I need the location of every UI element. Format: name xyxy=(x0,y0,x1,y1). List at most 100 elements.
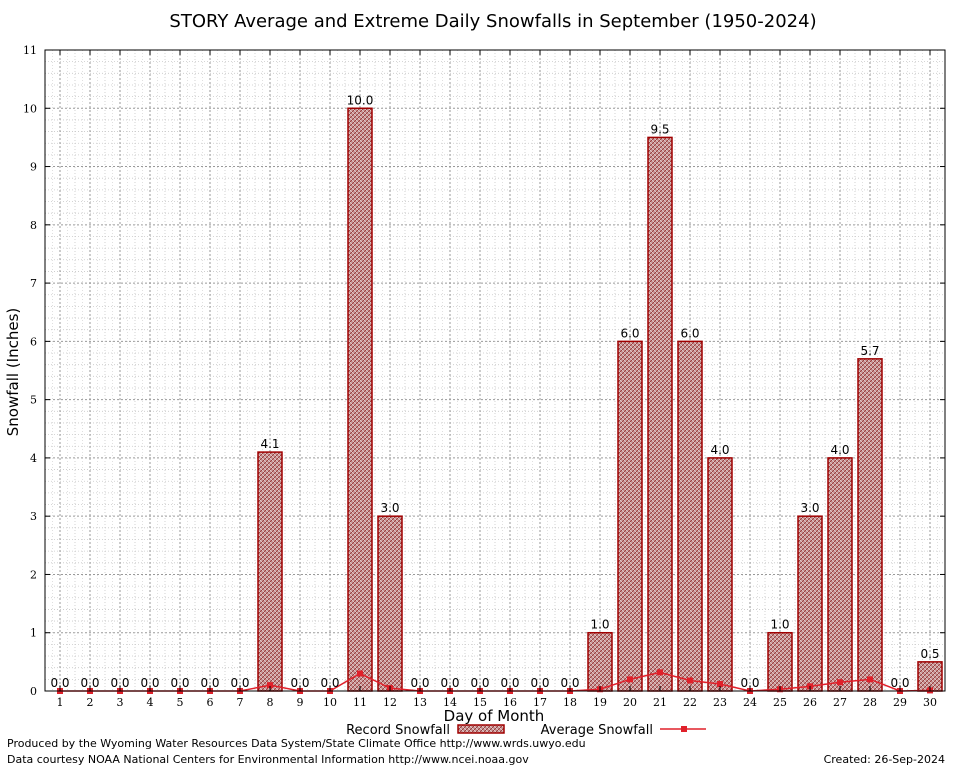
x-axis-title: Day of Month xyxy=(444,707,545,725)
y-tick-label: 8 xyxy=(30,219,37,232)
x-tick-label: 7 xyxy=(237,696,244,709)
x-tick-label: 20 xyxy=(623,696,637,709)
bar-label-day-14: 0.0 xyxy=(440,676,459,690)
bar-label-day-5: 0.0 xyxy=(170,676,189,690)
x-tick-label: 11 xyxy=(353,696,367,709)
x-tick-label: 24 xyxy=(743,696,757,709)
bar-label-day-13: 0.0 xyxy=(410,676,429,690)
x-tick-label: 18 xyxy=(563,696,577,709)
footer-courtesy: Data courtesy NOAA National Centers for … xyxy=(7,753,529,766)
bar-label-day-17: 0.0 xyxy=(530,676,549,690)
bar-label-day-12: 3.0 xyxy=(380,501,399,515)
legend-average-marker xyxy=(681,726,687,732)
x-tick-label: 9 xyxy=(297,696,304,709)
bar-label-day-29: 0.0 xyxy=(890,676,909,690)
bar-day-8 xyxy=(257,451,283,692)
bar-label-day-3: 0.0 xyxy=(110,676,129,690)
average-point-day-22 xyxy=(687,677,693,684)
average-point-day-23 xyxy=(717,681,723,688)
average-point-day-28 xyxy=(867,676,873,683)
x-tick-label: 6 xyxy=(207,696,214,709)
x-tick-label: 25 xyxy=(773,696,787,709)
x-tick-label: 21 xyxy=(653,696,667,709)
y-tick-label: 4 xyxy=(30,452,37,465)
x-tick-label: 4 xyxy=(147,696,154,709)
bar-day-19 xyxy=(587,631,613,692)
y-axis-title: Snowfall (Inches) xyxy=(4,308,22,436)
y-tick-label: 3 xyxy=(30,510,37,523)
average-point-day-8 xyxy=(267,682,273,689)
y-tick-label: 6 xyxy=(30,335,37,348)
y-tick-label: 5 xyxy=(30,394,37,407)
x-tick-label: 15 xyxy=(473,696,487,709)
bar-label-day-7: 0.0 xyxy=(230,676,249,690)
bar-label-day-25: 1.0 xyxy=(770,618,789,632)
bar-label-day-1: 0.0 xyxy=(50,676,69,690)
bar-day-23 xyxy=(707,457,733,692)
y-tick-label: 0 xyxy=(30,685,37,698)
x-tick-label: 23 xyxy=(713,696,727,709)
bar-day-25 xyxy=(767,631,793,692)
bar-label-day-27: 4.0 xyxy=(830,443,849,457)
bar-label-day-11: 10.0 xyxy=(347,93,374,107)
bar-day-12 xyxy=(377,515,403,692)
y-tick-label: 1 xyxy=(30,627,37,640)
y-tick-label: 10 xyxy=(23,102,37,115)
x-tick-label: 1 xyxy=(57,696,64,709)
x-tick-label: 22 xyxy=(683,696,697,709)
bar-day-11 xyxy=(347,107,373,692)
x-tick-label: 2 xyxy=(87,696,94,709)
bar-label-day-28: 5.7 xyxy=(860,344,879,358)
bar-day-22 xyxy=(677,340,703,692)
y-tick-label: 2 xyxy=(30,568,37,581)
x-tick-label: 26 xyxy=(803,696,817,709)
average-point-day-27 xyxy=(837,679,843,686)
x-tick-label: 10 xyxy=(323,696,337,709)
average-point-day-11 xyxy=(357,670,363,677)
legend-average-label: Average Snowfall xyxy=(541,723,653,738)
bar-label-day-9: 0.0 xyxy=(290,676,309,690)
chart-title: STORY Average and Extreme Daily Snowfall… xyxy=(169,11,816,32)
x-tick-label: 27 xyxy=(833,696,847,709)
data-labels: 0.0 0.0 0.0 0.0 0.0 0.0 0.0 4.1 0.0 0.0 10.0 3.0 0.0… xyxy=(50,93,939,690)
x-tick-label: 30 xyxy=(923,696,937,709)
legend: Record Snowfall Average Snowfall xyxy=(346,723,706,738)
bar-label-day-10: 0.0 xyxy=(320,676,339,690)
x-tick-label: 17 xyxy=(533,696,547,709)
bar-label-day-4: 0.0 xyxy=(140,676,159,690)
x-tick-label: 5 xyxy=(177,696,184,709)
bar-label-day-20: 6.0 xyxy=(620,326,639,340)
x-tick-label: 19 xyxy=(593,696,607,709)
x-tick-label: 8 xyxy=(267,696,274,709)
y-tick-label: 9 xyxy=(30,161,37,174)
average-point-day-20 xyxy=(627,676,633,683)
legend-record-swatch xyxy=(457,724,505,734)
bar-label-day-8: 4.1 xyxy=(260,437,279,451)
bar-day-26 xyxy=(797,515,823,692)
bar-label-day-30: 0.5 xyxy=(920,647,939,661)
bar-label-day-2: 0.0 xyxy=(80,676,99,690)
bar-label-day-22: 6.0 xyxy=(680,326,699,340)
x-tick-label: 3 xyxy=(117,696,124,709)
plot-frame xyxy=(44,49,946,692)
bar-day-28 xyxy=(857,358,883,692)
footer-created: Created: 26-Sep-2024 xyxy=(823,753,945,766)
bar-day-27 xyxy=(827,457,853,692)
bar-label-day-18: 0.0 xyxy=(560,676,579,690)
bar-label-day-6: 0.0 xyxy=(200,676,219,690)
bars xyxy=(257,107,943,692)
bar-label-day-23: 4.0 xyxy=(710,443,729,457)
bar-day-21 xyxy=(647,136,673,692)
x-tick-label: 12 xyxy=(383,696,397,709)
bar-label-day-19: 1.0 xyxy=(590,618,609,632)
bar-label-day-26: 3.0 xyxy=(800,501,819,515)
y-tick-label: 7 xyxy=(30,277,37,290)
bar-label-day-15: 0.0 xyxy=(470,676,489,690)
y-tick-label: 11 xyxy=(23,44,37,57)
bar-label-day-21: 9.5 xyxy=(650,122,669,136)
x-tick-label: 13 xyxy=(413,696,427,709)
x-tick-label: 28 xyxy=(863,696,877,709)
x-tick-label: 16 xyxy=(503,696,517,709)
